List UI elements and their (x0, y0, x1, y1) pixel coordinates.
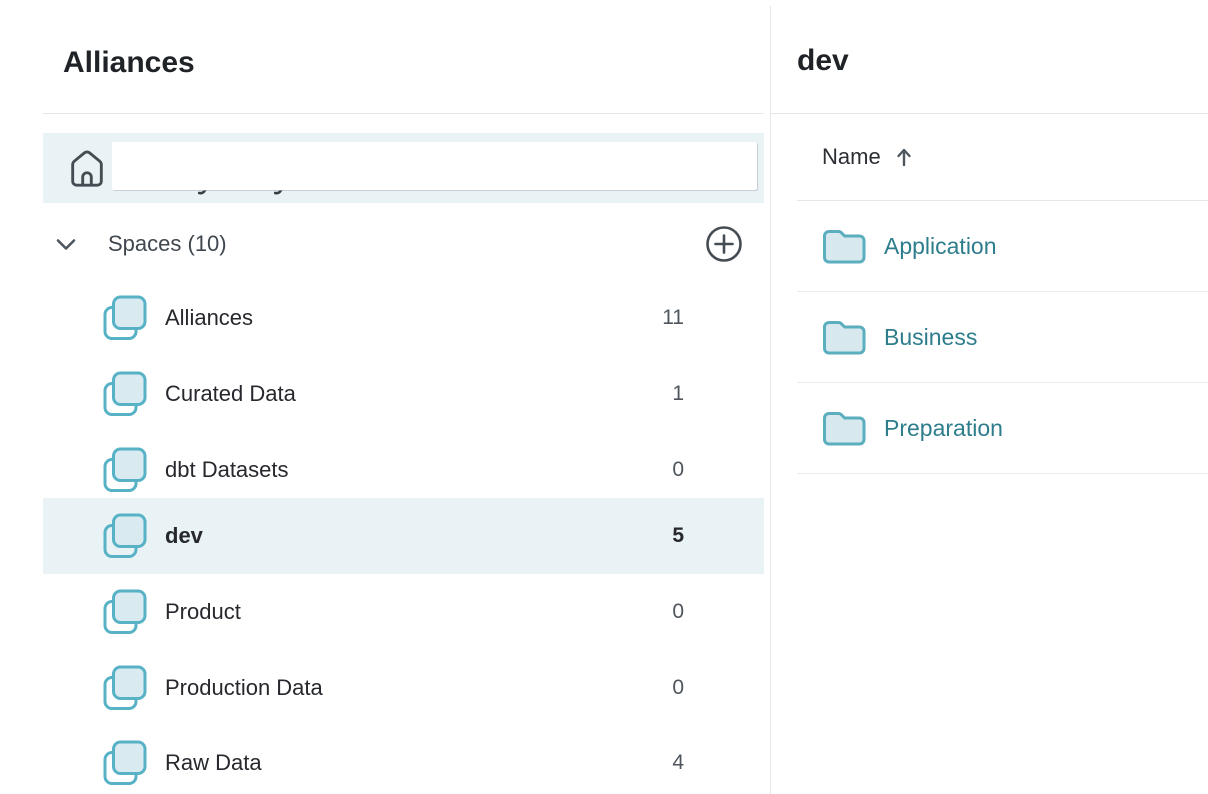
table-row-business[interactable]: Business (797, 292, 1208, 383)
sidebar-item-dbt-datasets[interactable]: dbt Datasets 0 (43, 432, 764, 508)
sort-ascending-icon (895, 146, 913, 168)
left-panel-divider (43, 113, 764, 114)
space-icon (103, 513, 147, 560)
sidebar-item-raw-data[interactable]: Raw Data 4 (43, 725, 764, 794)
sidebar-item-label: Raw Data (165, 750, 262, 775)
sidebar-item-label: Alliances (165, 305, 254, 330)
home-row[interactable] (43, 133, 764, 203)
folder-link[interactable]: Preparation (884, 414, 1003, 441)
folder-icon (822, 227, 866, 265)
redaction-overlay (112, 142, 757, 190)
home-icon (66, 144, 108, 196)
sidebar-item-label: Product (165, 599, 241, 624)
space-icon (103, 740, 147, 787)
space-icon (103, 371, 147, 418)
sidebar-item-curated-data[interactable]: Curated Data 1 (43, 356, 764, 432)
item-count: 0 (672, 458, 684, 481)
item-count: 11 (662, 306, 684, 329)
name-column-label: Name (822, 143, 881, 169)
spaces-section-label: Spaces (10) (108, 231, 227, 256)
spaces-section-header[interactable]: Spaces (10) (43, 221, 764, 267)
sidebar-item-product[interactable]: Product 0 (43, 574, 764, 650)
space-icon (103, 665, 147, 712)
table-row-application[interactable]: Application (797, 201, 1208, 292)
folder-link[interactable]: Application (884, 232, 997, 259)
add-space-button[interactable] (704, 224, 744, 264)
plus-circle-icon (704, 224, 744, 264)
item-count: 5 (672, 524, 684, 547)
name-column-header[interactable]: Name (797, 113, 1208, 201)
space-icon (103, 589, 147, 636)
sidebar-item-dev[interactable]: dev 5 (43, 498, 764, 574)
space-icon (103, 447, 147, 494)
item-count: 0 (672, 600, 684, 623)
sidebar-item-production-data[interactable]: Production Data 0 (43, 650, 764, 726)
folder-link[interactable]: Business (884, 323, 978, 350)
sidebar-item-label: dbt Datasets (165, 457, 289, 482)
chevron-down-icon[interactable] (55, 237, 77, 252)
sidebar-item-alliances[interactable]: Alliances 11 (43, 280, 764, 356)
table-row-preparation[interactable]: Preparation (797, 383, 1208, 474)
item-count: 0 (672, 676, 684, 699)
right-panel-divider (770, 113, 1208, 114)
sidebar-item-label: Production Data (165, 675, 323, 700)
item-count: 1 (672, 382, 684, 405)
panel-split-divider (770, 6, 771, 794)
left-panel-title: Alliances (63, 46, 195, 79)
sidebar-item-label: Curated Data (165, 381, 296, 406)
folder-icon (822, 409, 866, 447)
item-count: 4 (672, 751, 684, 774)
folder-icon (822, 318, 866, 356)
space-icon (103, 295, 147, 342)
sidebar-item-label: dev (165, 523, 203, 548)
right-panel-title: dev (797, 44, 849, 77)
